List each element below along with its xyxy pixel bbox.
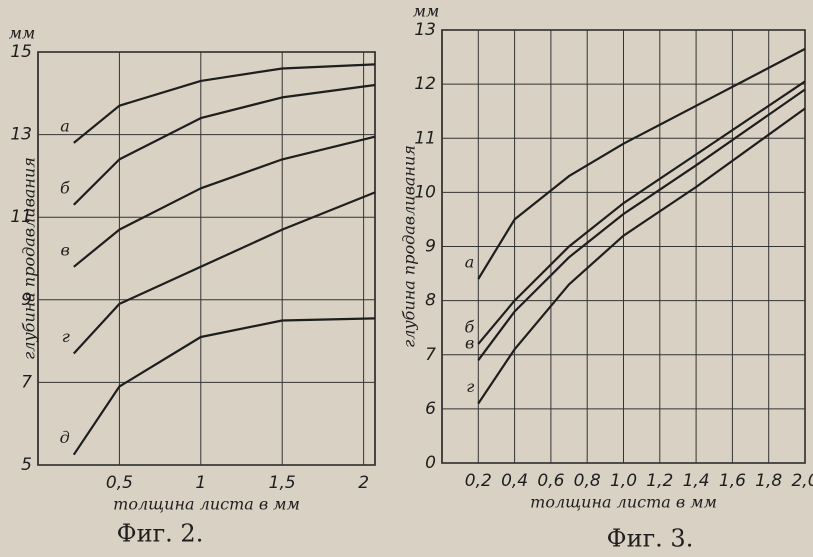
y-tick-label: 5	[21, 455, 32, 475]
series-line	[73, 135, 376, 268]
y-tick-label: 15	[10, 42, 32, 62]
series-line	[477, 80, 806, 345]
x-tick-label: 1	[195, 473, 206, 493]
x-axis-label: толщина листа в мм	[530, 493, 717, 512]
series-label: б	[60, 178, 70, 197]
y-tick-label: 9	[21, 290, 32, 310]
y-tick-label: 10	[414, 182, 436, 202]
y-axis-label: глубина продавливания	[400, 145, 419, 348]
y-tick-label: 6	[425, 399, 436, 419]
series-line	[72, 191, 376, 355]
series-label: а	[60, 116, 70, 135]
unit-label: мм	[9, 24, 36, 43]
x-tick-label: 1,0	[610, 471, 637, 491]
series-line	[477, 47, 806, 280]
y-tick-label: 13	[414, 20, 436, 40]
series-label: б	[465, 317, 475, 336]
series-label: д	[60, 428, 70, 447]
series-label: в	[61, 240, 70, 259]
plot-frame	[37, 51, 376, 466]
series-line	[477, 88, 806, 361]
unit-label: мм	[413, 2, 440, 21]
series-label: в	[465, 334, 474, 353]
caption: Фиг. 2.	[117, 520, 204, 548]
x-tick-label: 1,5	[269, 473, 296, 493]
x-tick-label: 1,4	[683, 471, 710, 491]
x-tick-label: 1,8	[755, 471, 782, 491]
y-axis-label: глубина продавливания	[20, 157, 39, 360]
caption: Фиг. 3.	[607, 525, 694, 553]
x-tick-label: 0,5	[106, 473, 133, 493]
series-label: г	[62, 327, 70, 346]
y-tick-label: 9	[425, 237, 436, 257]
y-tick-label: 12	[414, 74, 436, 94]
y-tick-label: 8	[425, 291, 436, 311]
y-tick-label: 0	[425, 453, 436, 473]
x-tick-label: 0,4	[501, 471, 528, 491]
series-line	[477, 107, 806, 405]
series-line	[72, 317, 376, 456]
series-label: а	[465, 252, 475, 271]
y-tick-label: 7	[21, 372, 32, 392]
x-tick-label: 2,0	[791, 471, 813, 491]
x-tick-label: 1,2	[646, 471, 673, 491]
y-tick-label: 11	[10, 207, 32, 227]
x-tick-label: 1,6	[719, 471, 746, 491]
series-label: г	[466, 377, 474, 396]
y-tick-label: 11	[414, 128, 436, 148]
x-tick-label: 0,6	[537, 471, 564, 491]
series-line	[73, 63, 376, 144]
x-tick-label: 2	[358, 473, 369, 493]
x-axis-label: толщина листа в мм	[113, 495, 300, 514]
x-tick-label: 0,8	[574, 471, 601, 491]
y-tick-label: 7	[425, 345, 436, 365]
x-tick-label: 0,2	[465, 471, 492, 491]
series-line	[73, 83, 376, 206]
y-tick-label: 13	[10, 125, 32, 145]
